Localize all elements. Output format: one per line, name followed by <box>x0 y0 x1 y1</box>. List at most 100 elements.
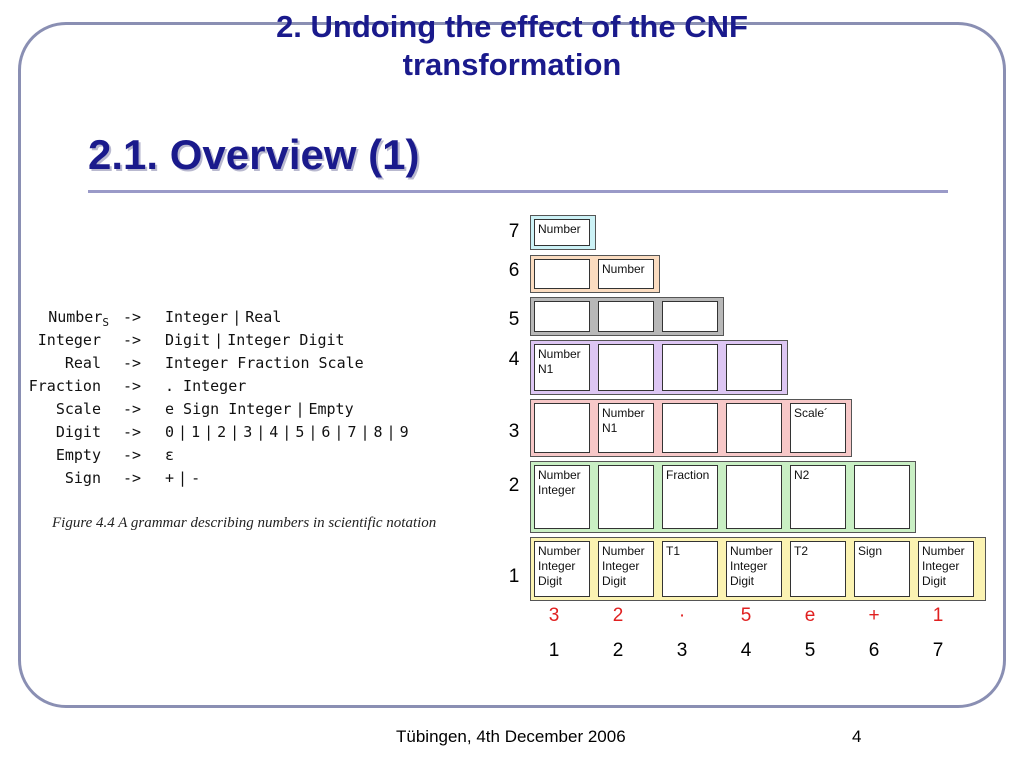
slide-title: 2. Undoing the effect of the CNF transfo… <box>0 8 1024 84</box>
chart-cell <box>598 344 654 391</box>
rule-rhs: Integer | Real <box>165 308 282 326</box>
input-token: 2 <box>612 605 624 626</box>
chart-cell: Number N1 <box>598 403 654 453</box>
chart-cell <box>662 301 718 332</box>
rule-alternative: 6 <box>321 423 331 441</box>
rule-lhs: NumberS <box>48 308 109 329</box>
chart-cell: T2 <box>790 541 846 597</box>
cell-label: Integer <box>922 559 960 573</box>
rule-alternative: Empty <box>308 400 354 418</box>
title-rule <box>88 190 948 193</box>
rule-lhs: Fraction <box>28 377 101 395</box>
rule-arrow: -> <box>123 354 142 372</box>
rule-rhs: Integer Fraction Scale <box>165 354 364 372</box>
chart-cell <box>662 344 718 391</box>
cell-label: Number <box>538 468 581 482</box>
token-position: 5 <box>804 640 816 661</box>
chart-cell <box>534 301 590 332</box>
chart-cell: Sign <box>854 541 910 597</box>
page-number: 4 <box>852 727 862 746</box>
cell-label: Fraction <box>666 468 710 482</box>
cell-label: N1 <box>602 421 618 435</box>
input-token: 1 <box>932 605 944 626</box>
rule-rhs: + | - <box>165 469 201 487</box>
cell-label: Number <box>602 406 645 420</box>
row-label: 5 <box>508 309 520 330</box>
input-token: + <box>868 605 880 626</box>
chart-cell <box>534 403 590 453</box>
row-label: 6 <box>508 260 520 281</box>
cell-label: T2 <box>794 544 809 558</box>
cell-label: Number <box>538 222 581 236</box>
rule-alternative: Integer Digit <box>227 331 345 349</box>
rule-arrow: -> <box>123 446 142 464</box>
rule-alternative: 8 <box>373 423 383 441</box>
rule-alternative: Digit <box>165 331 211 349</box>
cell-label: Integer <box>730 559 768 573</box>
title-line-2: transformation <box>402 47 622 82</box>
cell-label: N2 <box>794 468 810 482</box>
chart-cell: T1 <box>662 541 718 597</box>
token-position: 4 <box>740 640 752 661</box>
cell-label: Scale´ <box>794 406 829 420</box>
rule-alternative: . Integer <box>165 377 247 395</box>
rule-alternative: Integer <box>165 308 229 326</box>
chart-cell: Number Integer Digit <box>918 541 974 597</box>
chart-cell <box>598 301 654 332</box>
rule-lhs: Sign <box>64 469 101 487</box>
rule-alternative: - <box>191 469 201 487</box>
chart-cell: N2 <box>790 465 846 529</box>
rule-alternative: Integer Fraction Scale <box>165 354 364 372</box>
input-token: 3 <box>548 605 560 626</box>
chart-cell <box>662 403 718 453</box>
cell-label: T1 <box>666 544 681 558</box>
row-label: 4 <box>508 349 520 370</box>
cell-label: Digit <box>730 574 755 588</box>
grammar-caption: Figure 4.4 A grammar describing numbers … <box>52 515 437 531</box>
token-position: 3 <box>676 640 688 661</box>
token-position: 6 <box>868 640 880 661</box>
cell-label: Sign <box>858 544 883 558</box>
rule-alternative: 3 <box>243 423 253 441</box>
slide-frame <box>18 22 1006 708</box>
rule-alternative: 2 <box>217 423 227 441</box>
row-label: 3 <box>508 421 520 442</box>
rule-rhs: . Integer <box>165 377 246 395</box>
chart-cell: Number Integer Digit <box>726 541 782 597</box>
chart-cell: Number Integer Digit <box>598 541 654 597</box>
row-label: 2 <box>508 475 520 496</box>
rule-alternative: 4 <box>269 423 279 441</box>
footer-text: Tübingen, 4th December 2006 <box>396 727 626 746</box>
rule-arrow: -> <box>123 400 142 418</box>
cell-label: Number <box>538 347 581 361</box>
input-token: · <box>678 605 686 626</box>
rule-alternative: 0 <box>165 423 175 441</box>
input-token: e <box>804 605 816 626</box>
rule-lhs: Integer <box>37 331 101 349</box>
slide-subtitle: 2.1. Overview (1) <box>88 131 420 178</box>
cell-label: Integer <box>538 559 576 573</box>
rule-alternative: ε <box>165 446 175 464</box>
rule-rhs: e Sign Integer | Empty <box>165 400 354 418</box>
cell-label: Digit <box>538 574 563 588</box>
rule-alternative: e Sign Integer <box>165 400 292 418</box>
chart-cell <box>726 403 782 453</box>
cell-label: Number <box>922 544 965 558</box>
rule-rhs: ε <box>165 446 174 464</box>
rule-alternative: 7 <box>347 423 357 441</box>
input-token: 5 <box>740 605 752 626</box>
rule-arrow: -> <box>123 423 142 441</box>
cell-label: Integer <box>538 483 576 497</box>
chart-cell: Number <box>598 259 654 289</box>
chart-cell <box>854 465 910 529</box>
cell-label: Digit <box>602 574 627 588</box>
rule-lhs: Digit <box>55 423 101 441</box>
chart-cell <box>598 465 654 529</box>
chart-cell <box>726 344 782 391</box>
chart-row-2 <box>530 461 916 533</box>
rule-arrow: -> <box>123 308 142 326</box>
rule-lhs: Real <box>64 354 101 372</box>
cell-label: Number <box>730 544 773 558</box>
rule-arrow: -> <box>123 331 142 349</box>
rule-arrow: -> <box>123 377 142 395</box>
